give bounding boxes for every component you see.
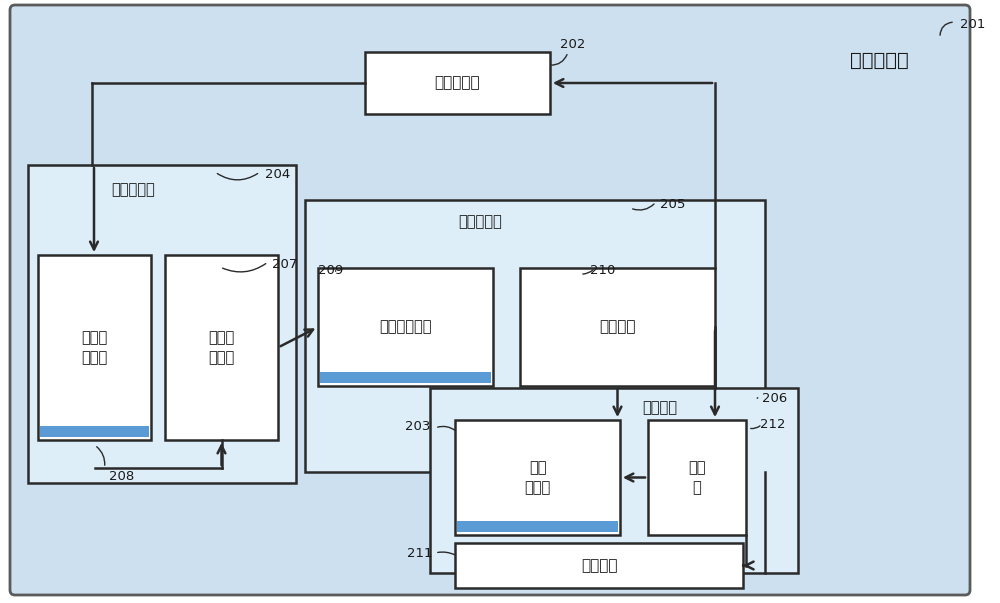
Text: 208: 208 <box>110 470 135 483</box>
Text: 202: 202 <box>560 39 585 51</box>
Text: 201: 201 <box>960 18 985 31</box>
Text: 语音合成模块: 语音合成模块 <box>379 320 432 335</box>
Bar <box>430 388 798 573</box>
Bar <box>457 521 618 532</box>
Text: 203: 203 <box>405 420 430 433</box>
Bar <box>648 420 746 535</box>
Text: 无人飞行器: 无人飞行器 <box>850 51 909 69</box>
Text: 控制模块: 控制模块 <box>599 320 636 335</box>
Bar <box>318 268 493 386</box>
Text: 205: 205 <box>660 198 685 211</box>
Bar <box>520 268 715 386</box>
Text: 信息处理器: 信息处理器 <box>458 215 502 230</box>
Bar <box>28 165 296 483</box>
Text: 无线接
收模块: 无线接 收模块 <box>208 330 235 365</box>
Bar <box>38 255 151 440</box>
FancyBboxPatch shape <box>10 5 970 595</box>
Text: 211: 211 <box>406 547 432 560</box>
Bar <box>40 426 149 437</box>
Text: 高清摄像头: 高清摄像头 <box>435 75 480 90</box>
Text: 209: 209 <box>318 264 343 277</box>
Text: 206: 206 <box>762 392 787 405</box>
Text: 收纳机构: 收纳机构 <box>642 400 678 415</box>
Text: 204: 204 <box>265 168 290 181</box>
Bar <box>305 200 765 472</box>
Text: 210: 210 <box>590 264 615 277</box>
Text: 夹持
器: 夹持 器 <box>688 460 706 495</box>
Bar <box>320 372 491 383</box>
Bar <box>165 255 278 440</box>
Text: 207: 207 <box>272 258 297 271</box>
Text: 无线
集音器: 无线 集音器 <box>524 460 551 495</box>
Text: 212: 212 <box>760 418 786 431</box>
Text: 数据接收器: 数据接收器 <box>111 183 155 198</box>
Bar <box>455 543 743 588</box>
Text: 视频接
收模块: 视频接 收模块 <box>81 330 108 365</box>
Text: 滑动开口: 滑动开口 <box>581 558 617 573</box>
Bar <box>455 420 620 535</box>
Bar <box>365 52 550 114</box>
